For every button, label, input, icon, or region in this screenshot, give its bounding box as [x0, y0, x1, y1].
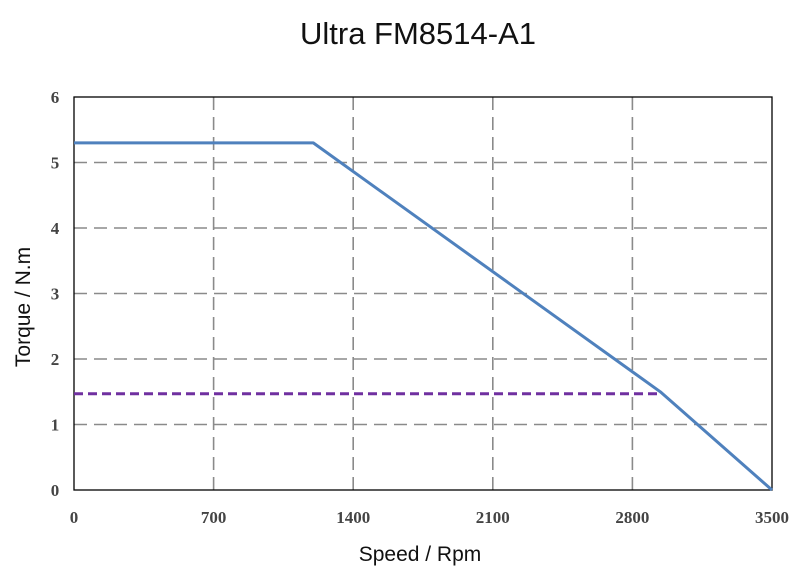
y-tick-labels: 0 1 2 3 4 5 6 — [51, 88, 60, 500]
x-tick-label: 1400 — [336, 508, 370, 527]
y-axis-label: Torque / N.m — [12, 247, 35, 367]
series-lines — [74, 141, 773, 492]
y-tick-label: 3 — [51, 285, 60, 304]
y-tick-label: 1 — [51, 416, 60, 435]
plot-frame — [73, 96, 773, 491]
y-tick-label: 5 — [51, 154, 60, 173]
y-tick-label: 4 — [51, 219, 60, 238]
chart-title: Ultra FM8514-A1 — [300, 16, 536, 51]
x-axis-label: Speed / Rpm — [359, 543, 482, 566]
y-tick-label: 0 — [51, 481, 60, 500]
x-tick-label: 2800 — [615, 508, 649, 527]
x-tick-label: 700 — [201, 508, 227, 527]
x-tick-labels: 0 700 1400 2100 2800 3500 — [70, 508, 789, 527]
y-tick-label: 6 — [51, 88, 60, 107]
grid-lines — [74, 97, 772, 490]
x-tick-label: 0 — [70, 508, 79, 527]
y-tick-label: 2 — [51, 350, 60, 369]
x-tick-label: 2100 — [476, 508, 510, 527]
torque-curve-line — [74, 141, 773, 492]
x-tick-label: 3500 — [755, 508, 789, 527]
